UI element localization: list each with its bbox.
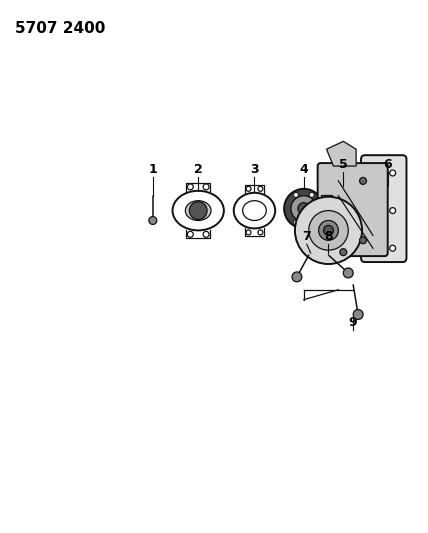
Circle shape	[360, 237, 366, 244]
Text: 5707 2400: 5707 2400	[15, 21, 105, 36]
Text: 4: 4	[300, 163, 308, 176]
Circle shape	[246, 187, 251, 191]
Circle shape	[324, 225, 333, 236]
Text: 5: 5	[339, 158, 348, 171]
Text: 2: 2	[194, 163, 202, 176]
FancyBboxPatch shape	[361, 155, 407, 262]
Circle shape	[203, 231, 209, 237]
Circle shape	[309, 192, 314, 197]
Circle shape	[353, 310, 363, 319]
Text: 8: 8	[324, 230, 333, 243]
Circle shape	[149, 216, 157, 224]
Circle shape	[203, 184, 209, 190]
Text: 9: 9	[349, 317, 357, 329]
Ellipse shape	[185, 201, 211, 221]
FancyBboxPatch shape	[318, 163, 388, 256]
Circle shape	[187, 231, 193, 237]
Circle shape	[291, 196, 317, 222]
Circle shape	[340, 249, 347, 256]
Circle shape	[389, 245, 395, 251]
Circle shape	[309, 211, 348, 250]
Circle shape	[298, 203, 310, 215]
Circle shape	[294, 192, 298, 197]
Text: 6: 6	[383, 158, 392, 171]
Text: 7: 7	[303, 230, 311, 243]
Circle shape	[360, 177, 366, 184]
Circle shape	[309, 220, 314, 225]
Circle shape	[189, 201, 207, 220]
Circle shape	[292, 272, 302, 282]
Circle shape	[258, 230, 263, 235]
Circle shape	[294, 220, 298, 225]
Circle shape	[258, 187, 263, 191]
Circle shape	[187, 184, 193, 190]
Polygon shape	[327, 141, 356, 166]
Circle shape	[389, 170, 395, 176]
Circle shape	[295, 197, 362, 264]
Circle shape	[246, 230, 251, 235]
Ellipse shape	[243, 201, 266, 221]
FancyBboxPatch shape	[321, 195, 333, 222]
Circle shape	[343, 268, 353, 278]
Text: 1: 1	[149, 163, 157, 176]
Circle shape	[389, 208, 395, 214]
Circle shape	[284, 189, 324, 229]
Text: 3: 3	[250, 163, 259, 176]
Circle shape	[318, 221, 339, 240]
